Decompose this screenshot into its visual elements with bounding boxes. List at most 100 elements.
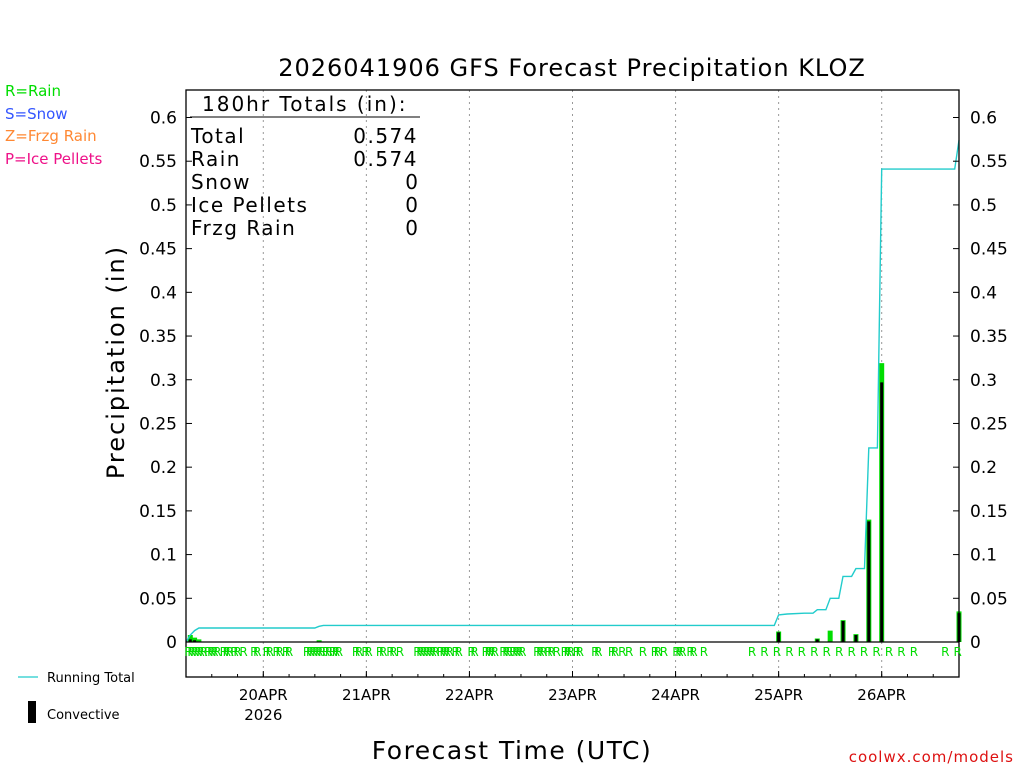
- ptype-mark: R: [230, 645, 238, 659]
- ptype-mark: R: [567, 645, 575, 659]
- ptype-mark: R: [425, 645, 433, 659]
- y-tick-label-right: 0.45: [970, 240, 1008, 260]
- ptype-mark: R: [773, 645, 781, 659]
- x-tick-label: 20APR: [239, 686, 288, 704]
- ptype-mark: R: [233, 645, 241, 659]
- ptype-mark: R: [439, 645, 447, 659]
- y-tick-label-right: 0.15: [970, 502, 1008, 522]
- ptype-mark: R: [536, 645, 544, 659]
- credit-text: coolwx.com/models: [849, 748, 1014, 766]
- ptype-mark: R: [482, 645, 490, 659]
- totals-heading: 180hr Totals (in):: [202, 92, 408, 116]
- ice-pellets-value: 0: [405, 193, 418, 217]
- y-tick-label-left: 0.35: [139, 327, 177, 347]
- ptype-mark: R: [263, 645, 271, 659]
- precip-bar: [196, 639, 202, 642]
- ptype-mark: R: [226, 645, 234, 659]
- ptype-mark: R: [322, 645, 330, 659]
- running-total-line: [185, 140, 960, 643]
- y-tick-label-right: 0.6: [970, 109, 997, 129]
- ptype-mark: R: [573, 645, 581, 659]
- ptype-mark: R: [282, 645, 290, 659]
- running-total-legend-label: Running Total: [47, 671, 135, 686]
- x-tick-sublabel: 2026: [244, 706, 282, 724]
- ptype-mark: R: [196, 645, 204, 659]
- ice-pellets-label: Ice Pellets: [191, 193, 308, 217]
- ptype-mark: R: [275, 645, 283, 659]
- ptype-mark: R: [512, 645, 520, 659]
- axes: 20APR 2026 21APR 22APR 23APR 24APR 25APR 26APR 0…: [139, 109, 1008, 725]
- ptype-mark: R: [329, 645, 337, 659]
- chart-title: 2026041906 GFS Forecast Precipitation KL…: [278, 54, 866, 82]
- running-total-layer: [185, 140, 960, 643]
- total-label: Total: [190, 124, 245, 148]
- ptype-mark: R: [416, 645, 424, 659]
- ptype-mark: R: [379, 645, 387, 659]
- ptype-mark: R: [207, 645, 215, 659]
- precip-bar: [187, 635, 193, 642]
- ptype-mark: R: [431, 645, 439, 659]
- ptype-mark: R: [561, 645, 569, 659]
- ptype-mark: R: [364, 645, 372, 659]
- convective-legend-label: Convective: [47, 708, 120, 723]
- y-tick-label-left: 0.1: [150, 546, 177, 566]
- ptype-mark: R: [272, 645, 280, 659]
- ptype-mark: R: [309, 645, 317, 659]
- ptype-mark: R: [187, 645, 195, 659]
- ptype-mark: R: [213, 645, 221, 659]
- x-tick-label: 25APR: [754, 686, 803, 704]
- ptype-mark: R: [312, 645, 320, 659]
- ptype-mark: R: [618, 645, 626, 659]
- frzg-rain-label: Frzg Rain: [191, 216, 296, 240]
- ptype-mark: R: [199, 645, 207, 659]
- precip-bar: [827, 630, 833, 642]
- ptype-mark: R: [678, 645, 686, 659]
- ptype-mark: R: [639, 645, 647, 659]
- y-tick-label-right: 0.2: [970, 458, 997, 478]
- ptype-mark: R: [303, 645, 311, 659]
- ptype-mark: R: [204, 645, 212, 659]
- legend-ice-pellets: P=Ice Pellets: [5, 150, 102, 168]
- convective-bar: [867, 521, 871, 642]
- ptype-mark: R: [446, 645, 454, 659]
- ptype-mark: R: [785, 645, 793, 659]
- rain-value: 0.574: [353, 147, 418, 171]
- ptype-mark: R: [499, 645, 507, 659]
- y-tick-label-left: 0.45: [139, 240, 177, 260]
- ptype-mark: R: [941, 645, 949, 659]
- ptype-mark: R: [505, 645, 513, 659]
- ptype-mark: R: [672, 645, 680, 659]
- y-axis-label: Precipitation (in): [102, 245, 130, 479]
- ptype-mark: R: [860, 645, 868, 659]
- ptype-mark: R: [436, 645, 444, 659]
- ptype-mark: R: [318, 645, 326, 659]
- y-tick-label-left: 0.6: [150, 109, 177, 129]
- y-tick-label-right: 0.35: [970, 327, 1008, 347]
- ptype-mark: R: [798, 645, 806, 659]
- precip-bar: [316, 640, 322, 642]
- ptype-mark: R: [470, 645, 478, 659]
- ptype-mark: R: [625, 645, 633, 659]
- convective-legend-swatch: [28, 701, 36, 723]
- ptype-mark: R: [223, 645, 231, 659]
- y-tick-label-left: 0.15: [139, 502, 177, 522]
- y-tick-label-right: 0.4: [970, 283, 997, 303]
- ptype-mark: R: [413, 645, 421, 659]
- ptype-mark: R: [611, 645, 619, 659]
- ptype-mark: R: [193, 645, 201, 659]
- ptype-mark: R: [700, 645, 708, 659]
- ptype-mark: R: [389, 645, 397, 659]
- ptype-mark: R: [591, 645, 599, 659]
- y-tick-label-left: 0.2: [150, 458, 177, 478]
- x-tick-label: 22APR: [445, 686, 494, 704]
- y-tick-label-right: 0.3: [970, 371, 997, 391]
- snow-label: Snow: [191, 170, 251, 194]
- ptype-mark: R: [376, 645, 384, 659]
- total-value: 0.574: [353, 124, 418, 148]
- ptype-mark: R: [654, 645, 662, 659]
- ptype-mark: R: [608, 645, 616, 659]
- y-tick-label-right: 0.5: [970, 196, 997, 216]
- ptype-mark: R: [835, 645, 843, 659]
- ptype-mark: R: [386, 645, 394, 659]
- precip-bar: [192, 637, 198, 642]
